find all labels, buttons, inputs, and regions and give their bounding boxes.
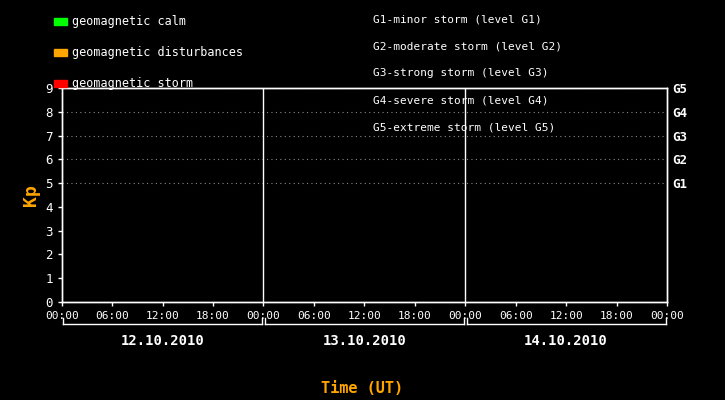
Text: G1-minor storm (level G1): G1-minor storm (level G1) [373,14,542,24]
Text: 13.10.2010: 13.10.2010 [323,334,406,348]
Text: G4-severe storm (level G4): G4-severe storm (level G4) [373,96,549,106]
Text: G5-extreme storm (level G5): G5-extreme storm (level G5) [373,123,555,133]
Text: geomagnetic calm: geomagnetic calm [72,15,186,28]
Text: G2-moderate storm (level G2): G2-moderate storm (level G2) [373,41,563,51]
Text: 12.10.2010: 12.10.2010 [120,334,204,348]
Text: G3-strong storm (level G3): G3-strong storm (level G3) [373,68,549,78]
Text: 14.10.2010: 14.10.2010 [524,334,608,348]
Y-axis label: Kp: Kp [22,184,40,206]
Text: geomagnetic disturbances: geomagnetic disturbances [72,46,244,59]
Text: Time (UT): Time (UT) [321,381,404,396]
Text: geomagnetic storm: geomagnetic storm [72,77,194,90]
